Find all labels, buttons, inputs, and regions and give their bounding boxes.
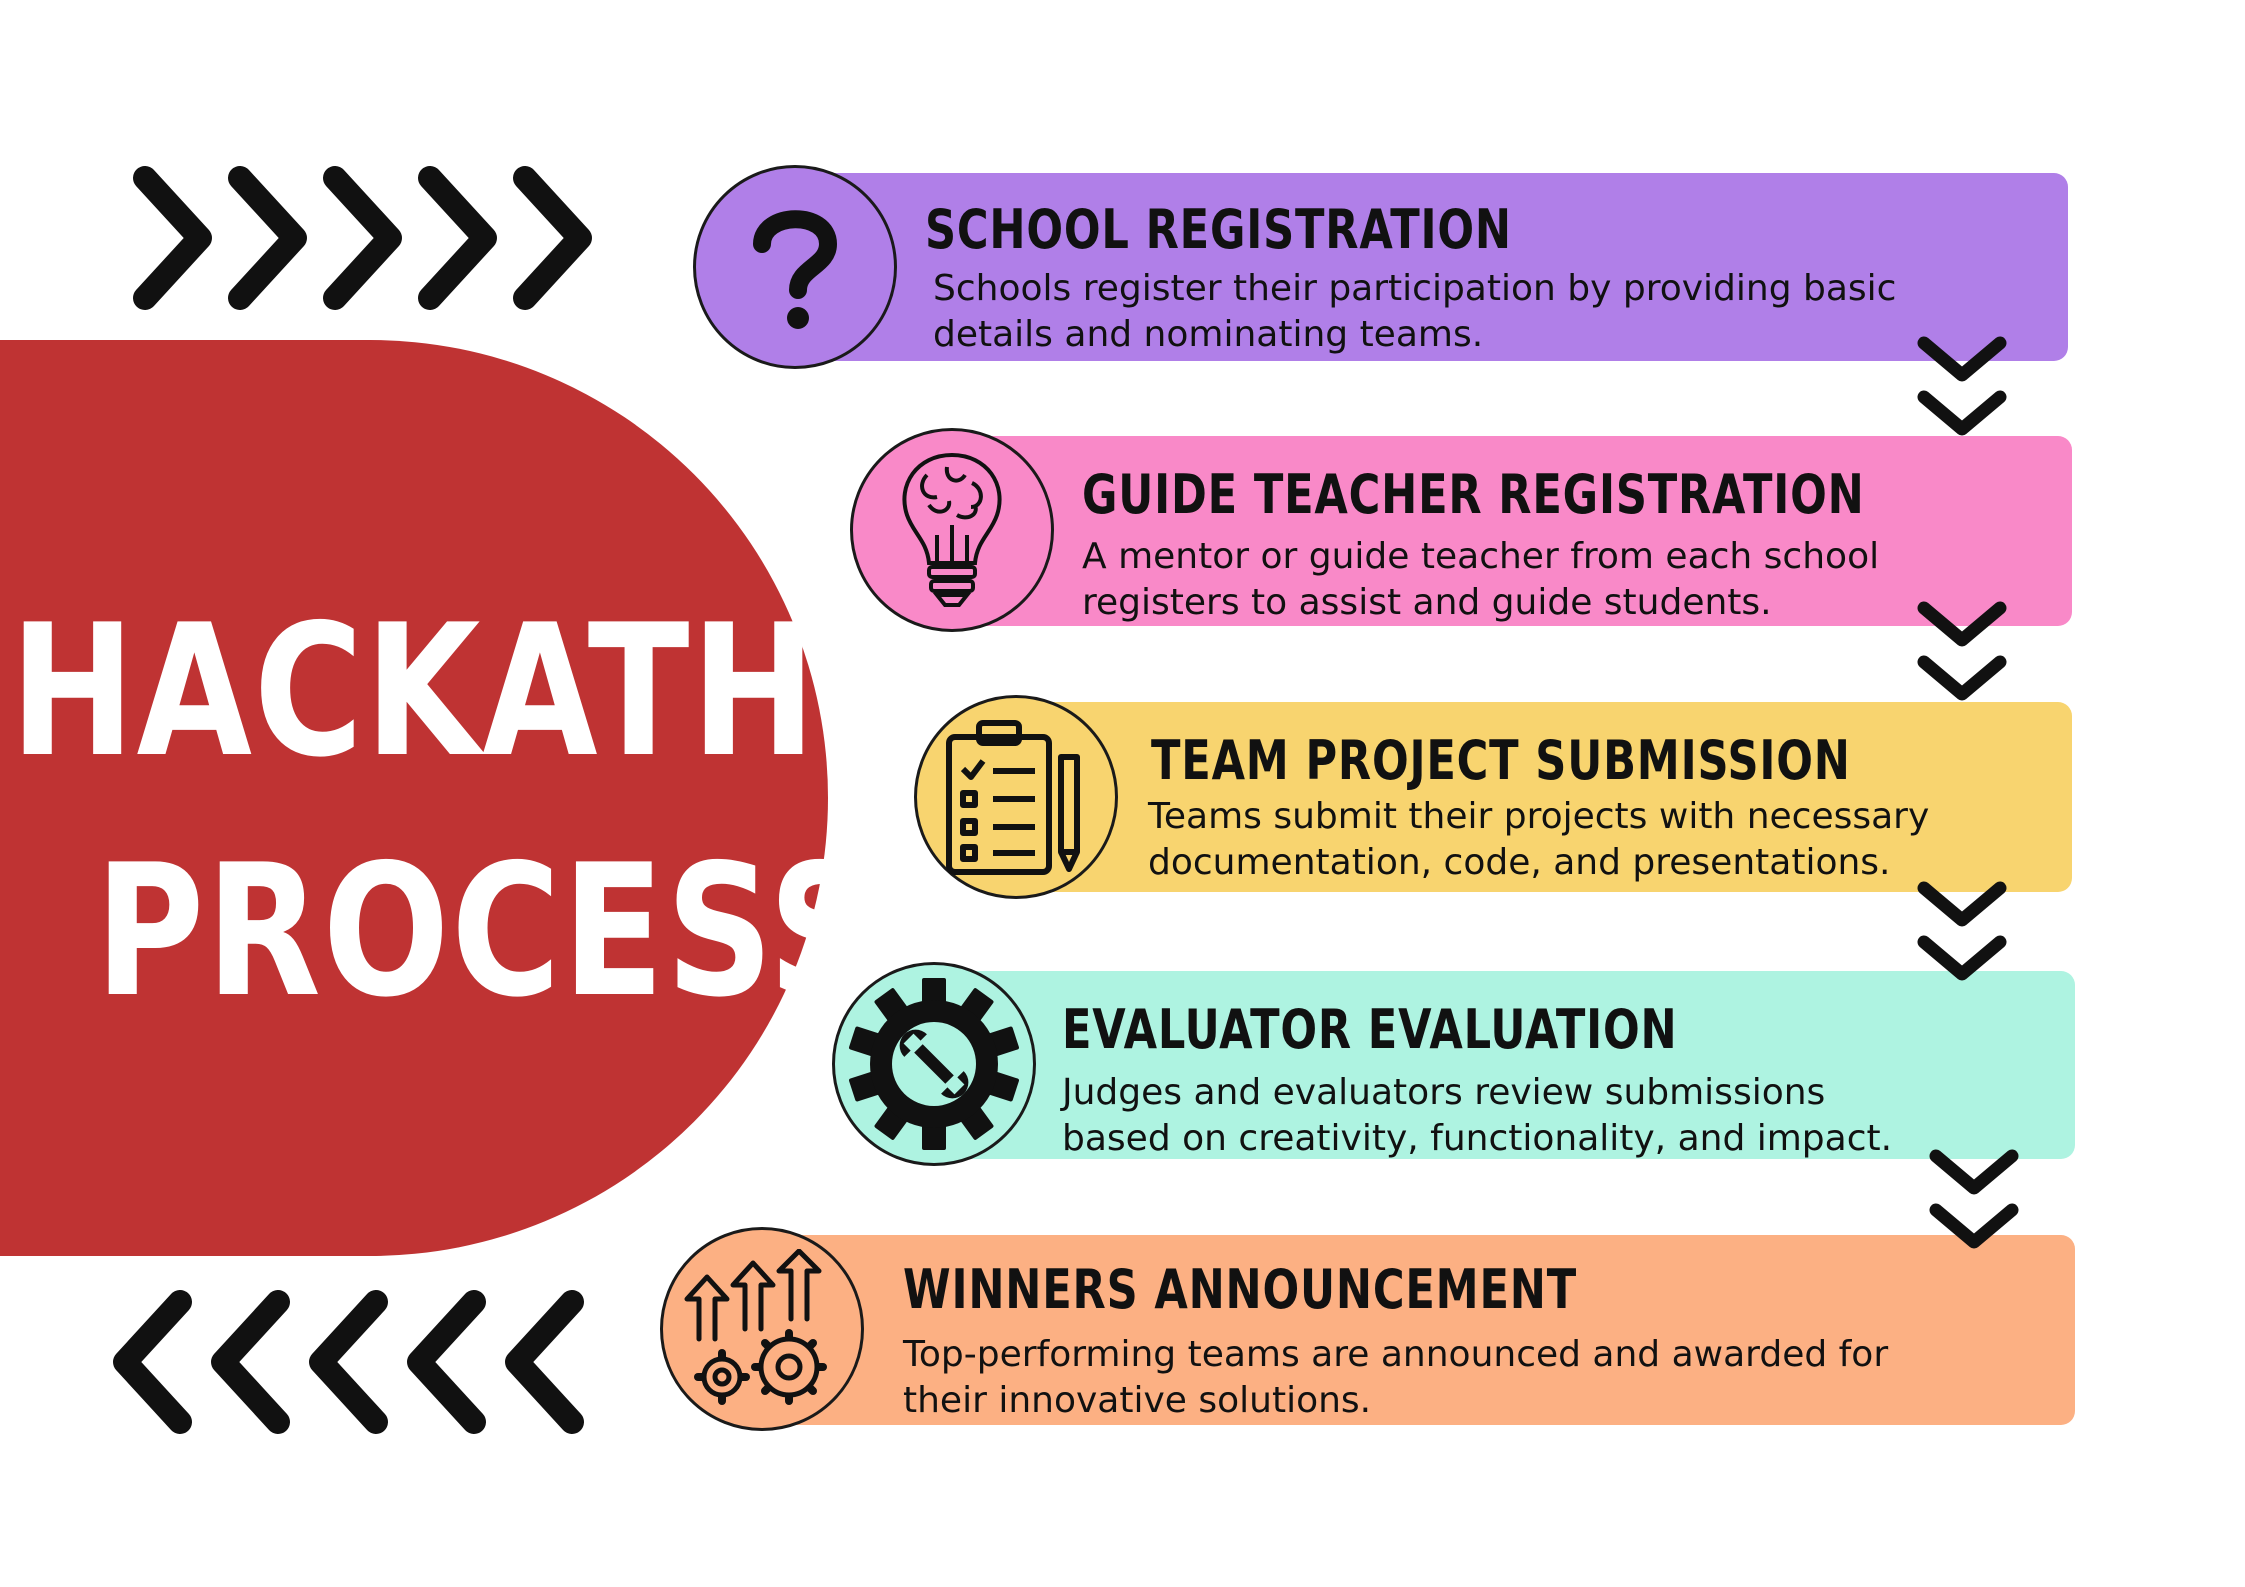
step-4-circle (832, 962, 1036, 1166)
step-4-description: Judges and evaluators review submissions… (1062, 1072, 1893, 1159)
step-5-description: Top-performing teams are announced and a… (903, 1334, 1889, 1421)
title-line-2: PROCESS (95, 825, 878, 1037)
step-4-title: EVALUATOR EVALUATION (1062, 998, 1678, 1061)
down-chevrons-1-2 (1917, 336, 2007, 436)
question-mark-icon (753, 210, 838, 329)
step-1-circle (693, 165, 897, 369)
step-2-title: GUIDE TEACHER REGISTRATION (1082, 463, 1865, 526)
step-1-description: Schools register their participation by … (933, 268, 1897, 355)
step-1-bar (800, 173, 2068, 361)
step-3-bar (1020, 702, 2072, 892)
down-chevrons-2-3 (1917, 601, 2007, 701)
step-2-description: A mentor or guide teacher from each scho… (1082, 536, 1880, 623)
step-3-circle (914, 695, 1118, 899)
title-line-1: HACKATHON (10, 585, 1073, 797)
brain-bulb-icon (902, 452, 1002, 607)
down-chevrons-3-4 (1917, 881, 2007, 981)
step-1-title: SCHOOL REGISTRATION (925, 198, 1512, 261)
gear-wrench-icon (849, 978, 1019, 1150)
step-5-title: WINNERS ANNOUNCEMENT (903, 1258, 1577, 1321)
clipboard-checklist-icon (946, 720, 1080, 875)
right-chevrons-decoration (130, 163, 610, 313)
step-5-bar (770, 1235, 2075, 1425)
down-chevrons-4-5 (1929, 1149, 2019, 1249)
step-5-circle (660, 1227, 864, 1431)
title-background (0, 340, 828, 1256)
step-2-bar (960, 436, 2072, 626)
left-chevrons-decoration (110, 1287, 600, 1437)
step-3-title: TEAM PROJECT SUBMISSION (1151, 729, 1851, 792)
step-4-bar (940, 971, 2075, 1159)
step-2-circle (850, 428, 1054, 632)
growth-gears-icon (684, 1249, 827, 1405)
step-3-description: Teams submit their projects with necessa… (1148, 796, 1930, 883)
